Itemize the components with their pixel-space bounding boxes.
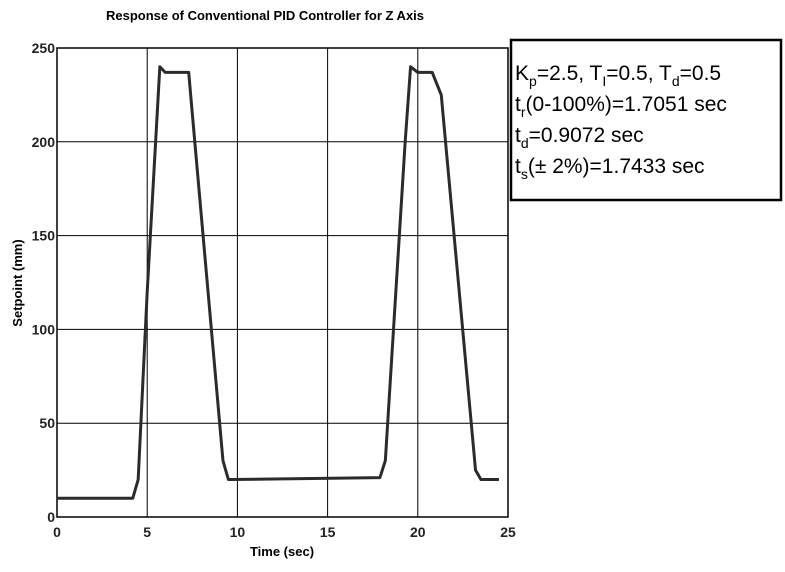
annotation-text: t	[515, 124, 521, 147]
y-tick-label: 250	[32, 40, 56, 56]
x-axis-label: Time (sec)	[250, 544, 314, 559]
annotation-text: =0.9072 sec	[529, 124, 644, 147]
subscript: p	[529, 73, 537, 89]
subscript: I	[602, 73, 606, 89]
x-tick-label: 20	[410, 524, 426, 540]
chart-title: Response of Conventional PID Controller …	[106, 8, 424, 23]
x-tick-label: 15	[320, 524, 336, 540]
annotation-text: t	[515, 93, 521, 116]
subscript: d	[521, 135, 529, 151]
subscript: d	[672, 73, 680, 89]
annotation-box	[509, 38, 783, 202]
x-tick-label: 0	[53, 524, 61, 540]
annotation-text: =0.5	[680, 62, 721, 85]
annotation-line: tr(0-100%)=1.7051 sec	[515, 93, 727, 120]
y-tick-label: 100	[32, 321, 56, 337]
subscript: s	[521, 166, 528, 182]
annotation-text: t	[515, 155, 521, 178]
annotation-line: td=0.9072 sec	[515, 124, 644, 151]
x-tick-label: 10	[230, 524, 246, 540]
annotation-text: K	[515, 62, 529, 85]
y-axis-label: Setpoint (mm)	[10, 239, 25, 326]
y-tick-label: 50	[39, 415, 55, 431]
y-tick-label: 200	[32, 134, 56, 150]
annotation-line: ts(± 2%)=1.7433 sec	[515, 155, 705, 182]
y-tick-label: 0	[47, 509, 55, 525]
annotation-text: (0-100%)=1.7051 sec	[526, 93, 727, 116]
plot-frame	[56, 47, 509, 518]
subscript: r	[521, 104, 526, 120]
annotation-text: =0.5, T	[606, 62, 672, 85]
annotation-text: (± 2%)=1.7433 sec	[528, 155, 705, 178]
annotation: Kp=2.5, TI=0.5, Td=0.5tr(0-100%)=1.7051 …	[515, 62, 727, 182]
annotation-text: =2.5, T	[537, 62, 603, 85]
data-line	[57, 65, 499, 500]
annotation-line: Kp=2.5, TI=0.5, Td=0.5	[515, 62, 721, 89]
x-tick-label: 25	[500, 524, 516, 540]
x-tick-label: 5	[143, 524, 151, 540]
y-tick-label: 150	[32, 228, 56, 244]
